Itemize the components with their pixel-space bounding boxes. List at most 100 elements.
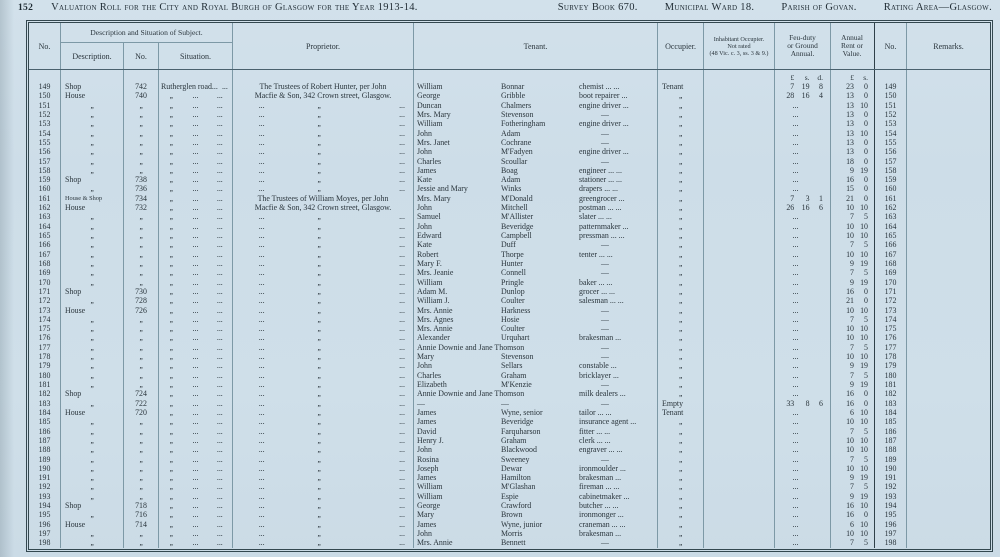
feu-duty-cell: ... bbox=[775, 128, 831, 138]
remarks-cell bbox=[907, 240, 990, 249]
remarks-cell bbox=[907, 259, 990, 268]
occupier-cell: ,, bbox=[658, 305, 704, 315]
description-cell: ,, bbox=[61, 510, 124, 520]
tenant-occupation: engine driver ... bbox=[579, 119, 629, 129]
description-cell: ,, bbox=[61, 119, 124, 129]
tenant-occupation: — bbox=[601, 342, 609, 352]
proprietor-cell: ...,,... bbox=[233, 501, 414, 511]
occupier-cell: ,, bbox=[658, 184, 704, 194]
description-cell: ,, bbox=[61, 529, 124, 539]
occupier-cell: Tenant bbox=[658, 82, 704, 92]
remarks-cell bbox=[907, 157, 990, 166]
table-row: 172 ,, 728 ,,...... ...,,... William J. … bbox=[29, 296, 990, 306]
tenant-surname: Urquhart bbox=[501, 333, 530, 343]
tenant-cell: James Wyne, junior craneman ... ... bbox=[414, 519, 658, 529]
feu-duty-cell: ... bbox=[775, 501, 831, 511]
proprietor-cell: ...,,... bbox=[233, 491, 414, 502]
tenant-forename: David bbox=[417, 426, 437, 436]
situation-cell: ,,...... bbox=[159, 212, 233, 222]
proprietor-cell: ...,,... bbox=[233, 482, 414, 492]
row-no-right: 194 bbox=[874, 501, 907, 511]
tenant-surname: M'Allister bbox=[501, 212, 534, 222]
remarks-cell bbox=[907, 399, 990, 408]
description-cell: ,, bbox=[61, 491, 124, 502]
proprietor-cell: ...,,... bbox=[233, 175, 414, 185]
tenant-forename: James bbox=[417, 407, 437, 417]
feu-duty-cell: ... bbox=[775, 482, 831, 492]
proprietor-cell: ...,,... bbox=[233, 268, 414, 278]
description-cell: ,, bbox=[61, 426, 124, 436]
row-no-right: 168 bbox=[874, 258, 907, 269]
tenant-cell: Robert Thorpe tenter ... ... bbox=[414, 249, 658, 259]
annual-rent-cell: 10 10 bbox=[830, 463, 875, 474]
tenant-forename: Joseph bbox=[417, 463, 439, 473]
street-no-cell: 722 bbox=[124, 398, 159, 408]
tenant-surname: — bbox=[501, 398, 509, 408]
occupier-cell: ,, bbox=[658, 128, 704, 138]
tenant-surname: M'Glashan bbox=[501, 482, 536, 492]
remarks-cell bbox=[907, 184, 990, 193]
row-no-right: 177 bbox=[874, 342, 907, 353]
tenant-occupation: — bbox=[601, 324, 609, 334]
table-row: 186 ,, ,, ,,...... ...,,... David Farquh… bbox=[29, 426, 990, 436]
situation-cell: ,,...... bbox=[159, 221, 233, 231]
tenant-cell: Mrs. Jeanie Connell — bbox=[414, 268, 658, 278]
tenant-forename: Mrs. Mary bbox=[417, 109, 451, 119]
row-no-right: 167 bbox=[874, 249, 907, 259]
situation-cell: ,,...... bbox=[159, 389, 233, 399]
tenant-forename: Mrs. Annie bbox=[417, 305, 453, 315]
street-no-cell: 740 bbox=[124, 91, 159, 101]
description-cell: Shop bbox=[61, 175, 124, 185]
row-no-left: 197 bbox=[29, 529, 61, 539]
description-cell: House bbox=[61, 407, 124, 418]
table-row: 191 ,, ,, ,,...... ...,,... James Hamilt… bbox=[29, 473, 990, 483]
occupier-cell: ,, bbox=[658, 231, 704, 241]
tenant-surname: Thorpe bbox=[501, 249, 524, 259]
inhabitant-occupier-cell bbox=[704, 221, 775, 231]
inhabitant-occupier-cell bbox=[704, 361, 775, 371]
inhabitant-occupier-cell bbox=[704, 314, 775, 325]
row-no-right: 174 bbox=[874, 314, 907, 325]
table-row: 179 ,, ,, ,,...... ...,,... John Sellars… bbox=[29, 361, 990, 371]
feu-duty-cell: ... bbox=[775, 463, 831, 474]
tenant-surname: Morris bbox=[501, 529, 523, 538]
remarks-cell bbox=[907, 306, 990, 315]
tenant-forename: — bbox=[417, 398, 425, 408]
description-cell: ,, bbox=[61, 454, 124, 464]
tenant-cell: John Mitchell postman ... ... bbox=[414, 203, 658, 213]
remarks-cell bbox=[907, 82, 990, 91]
row-no-right: 188 bbox=[874, 445, 907, 455]
tenant-surname: Campbell bbox=[501, 231, 532, 240]
proprietor-cell: ...,,... bbox=[233, 380, 414, 390]
description-cell: ,, bbox=[61, 417, 124, 427]
tenant-surname: Dunlop bbox=[501, 286, 525, 296]
proprietor-cell: ...,,... bbox=[233, 240, 414, 250]
tenant-occupation: stationer ... ... bbox=[579, 175, 622, 185]
tenant-forename: Adam M. bbox=[417, 286, 448, 296]
feu-units: £ s. d. bbox=[775, 70, 831, 82]
tenant-surname: Pringle bbox=[501, 277, 524, 287]
feu-duty-cell: ... bbox=[775, 454, 831, 464]
situation-cell: ,,...... bbox=[159, 258, 233, 269]
annual-rent-cell: 10 10 bbox=[830, 435, 875, 446]
inhabitant-occupier-cell bbox=[704, 333, 775, 343]
proprietor-cell: ...,,... bbox=[233, 314, 414, 325]
row-no-right: 162 bbox=[874, 203, 907, 213]
occupier-cell: ,, bbox=[658, 109, 704, 120]
table-row: 170 ,, ,, ,,...... ...,,... William Prin… bbox=[29, 277, 990, 287]
row-no-right: 196 bbox=[874, 519, 907, 529]
annual-rent-cell: 23 0 bbox=[830, 82, 875, 92]
inhabitant-occupier-cell bbox=[704, 426, 775, 436]
remarks-cell bbox=[907, 231, 990, 240]
feu-duty-cell: 26 16 6 bbox=[775, 203, 831, 213]
table-row: 188 ,, ,, ,,...... ...,,... John Blackwo… bbox=[29, 445, 990, 455]
tenant-occupation: — bbox=[601, 352, 609, 362]
situation-cell: ,,...... bbox=[159, 482, 233, 492]
occupier-cell: ,, bbox=[658, 463, 704, 474]
situation-cell: ,,...... bbox=[159, 184, 233, 194]
tenant-occupation: baker ... ... bbox=[579, 277, 613, 287]
tenant-surname: M'Donald bbox=[501, 193, 533, 203]
